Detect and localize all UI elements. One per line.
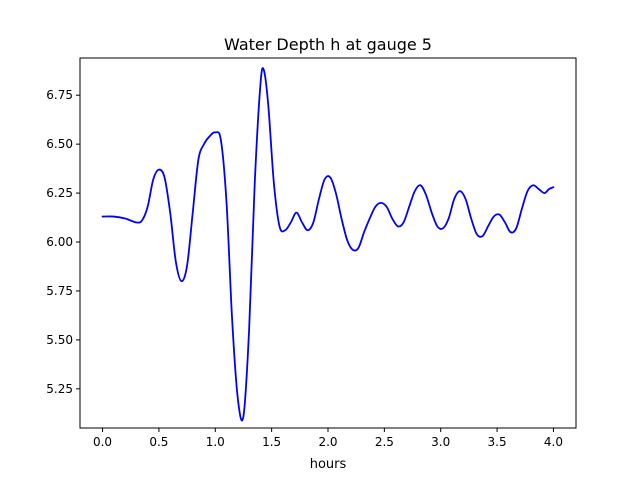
x-tick-label: 0.0 (93, 435, 112, 449)
y-tick-label: 5.75 (46, 284, 73, 298)
x-tick-label: 2.5 (375, 435, 394, 449)
y-tick-label: 6.00 (46, 235, 73, 249)
x-tick-label: 3.5 (488, 435, 507, 449)
y-tick-label: 6.25 (46, 186, 73, 200)
y-tick-label: 5.50 (46, 333, 73, 347)
x-tick-label: 1.0 (206, 435, 225, 449)
x-tick-label: 3.0 (431, 435, 450, 449)
y-tick-label: 5.25 (46, 382, 73, 396)
y-tick-label: 6.75 (46, 88, 73, 102)
plot-frame (79, 57, 577, 429)
x-axis-label: hours (310, 457, 347, 472)
x-tick-label: 2.0 (318, 435, 337, 449)
chart-title: Water Depth h at gauge 5 (224, 35, 432, 54)
x-tick-label: 0.5 (149, 435, 168, 449)
x-axis-ticks: 0.0 0.5 1.0 1.5 2.0 2.5 3.0 3.5 4.0 (93, 428, 563, 449)
y-axis-ticks: 5.25 5.50 5.75 6.00 6.25 6.50 6.75 (46, 88, 80, 396)
x-tick-label: 1.5 (262, 435, 281, 449)
x-tick-label: 4.0 (544, 435, 563, 449)
series-line (101, 67, 555, 422)
y-tick-label: 6.50 (46, 137, 73, 151)
